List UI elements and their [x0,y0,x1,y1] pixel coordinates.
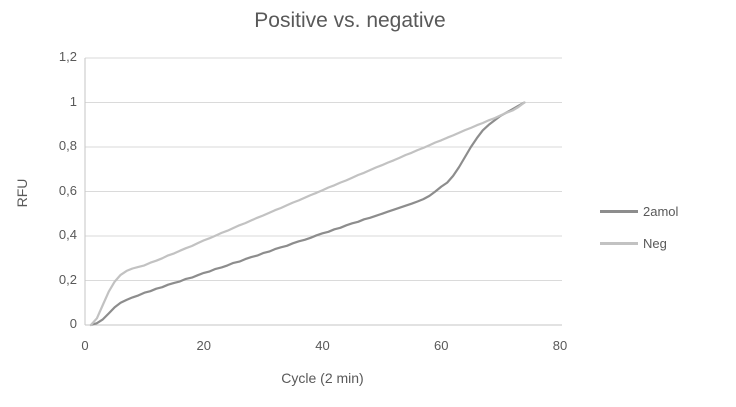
series-line-2amol [89,101,526,327]
series-line-neg [89,101,526,327]
y-tick-label: 0 [69,316,77,331]
legend-label-2amol: 2amol [643,203,679,219]
x-tick-label: 0 [81,338,89,353]
legend-line-swatch-dark [600,209,638,213]
legend: 2amol Neg [600,198,678,262]
y-axis-title: RFU [14,178,30,208]
y-tick-label: 1 [69,93,77,109]
x-tick-label: 20 [196,338,211,353]
legend-line-swatch-light [600,241,638,245]
x-tick-label: 60 [434,338,449,353]
x-tick-label: 40 [315,338,330,353]
chart-title: Positive vs. negative [254,9,446,32]
y-tick-label: 0,2 [58,271,77,287]
legend-item-neg: Neg [600,230,678,256]
legend-item-2amol: 2amol [600,198,678,224]
legend-label-neg: Neg [643,235,667,251]
y-tick-label: 1,2 [58,49,77,64]
y-tick-label: 0,6 [58,182,77,198]
y-tick-label: 0,8 [58,138,77,153]
x-tick-label: 80 [552,338,568,353]
y-tick-label: 0,4 [58,227,77,242]
x-axis-title: Cycle (2 min) [281,370,364,386]
